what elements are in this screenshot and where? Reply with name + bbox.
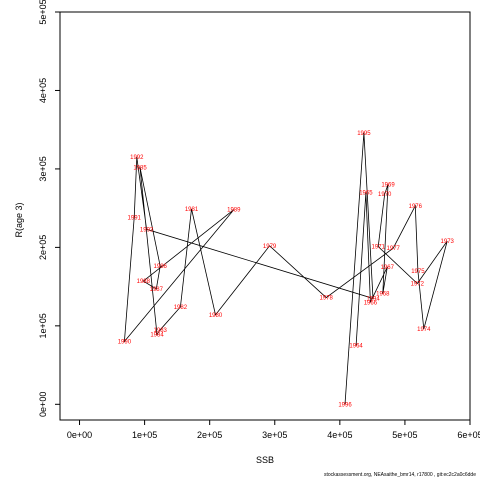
plot-box <box>59 11 471 421</box>
x-tick-label: 5e+05 <box>392 430 417 440</box>
y-tick-label: 2e+05 <box>38 235 48 260</box>
point-label-1992: 1992 <box>130 155 144 161</box>
x-tick-label: 0e+00 <box>67 430 92 440</box>
point-label-1985: 1985 <box>133 165 147 171</box>
x-axis-label: SSB <box>256 455 274 465</box>
point-label-1993: 1993 <box>140 227 154 233</box>
y-tick-label: 0e+00 <box>38 392 48 417</box>
x-tick-label: 6e+05 <box>457 430 480 440</box>
point-label-1983: 1983 <box>154 328 168 334</box>
x-tick-label: 3e+05 <box>262 430 287 440</box>
x-axis: 0e+00 1e+05 2e+05 3e+05 4e+05 5e+05 6e+05 <box>67 420 480 440</box>
y-tick-label: 4e+05 <box>38 78 48 103</box>
y-tick-label: 5e+05 <box>38 0 48 25</box>
y-axis-label: R(age 3) <box>14 202 24 237</box>
point-label-1976: 1976 <box>409 204 423 210</box>
point-label-1973: 1973 <box>441 239 455 245</box>
point-label-1984: 1984 <box>150 333 164 339</box>
point-label-1996: 1996 <box>338 402 352 408</box>
y-axis: 0e+00 1e+05 2e+05 3e+05 4e+05 5e+05 <box>38 0 60 417</box>
point-label-1986: 1986 <box>154 264 168 270</box>
point-label-1978: 1978 <box>320 296 334 302</box>
point-labels: 1964 1965 1966 1967 1968 1969 1970 1971 1972 1973… <box>118 131 455 408</box>
point-label-1968: 1968 <box>376 292 390 298</box>
point-label-1971: 1971 <box>372 245 386 251</box>
point-label-1970: 1970 <box>378 192 392 198</box>
point-label-1990: 1990 <box>118 340 132 346</box>
point-label-1974: 1974 <box>417 327 431 333</box>
point-label-1980: 1980 <box>209 313 223 319</box>
footer-text: stockassessment.org, NEAsaithe_bmr14, r1… <box>323 472 476 478</box>
point-label-1994: 1994 <box>366 296 380 302</box>
x-tick-label: 4e+05 <box>327 430 352 440</box>
point-label-1965: 1965 <box>359 191 373 197</box>
point-label-1977: 1977 <box>387 246 401 252</box>
point-label-1967: 1967 <box>381 265 395 271</box>
point-label-1969: 1969 <box>381 183 395 189</box>
point-label-1979: 1979 <box>263 244 277 250</box>
point-label-1989: 1989 <box>227 208 241 214</box>
x-tick-label: 1e+05 <box>132 430 157 440</box>
point-label-1964: 1964 <box>349 344 363 350</box>
point-label-1972: 1972 <box>411 282 425 288</box>
point-label-1995: 1995 <box>357 131 371 137</box>
series-path <box>123 132 448 405</box>
point-label-1966: 1966 <box>364 300 378 306</box>
y-tick-label: 1e+05 <box>38 313 48 338</box>
x-tick-label: 2e+05 <box>197 430 222 440</box>
y-tick-label: 3e+05 <box>38 156 48 181</box>
point-label-1987: 1987 <box>150 287 164 293</box>
point-label-1982: 1982 <box>174 305 188 311</box>
point-label-1975: 1975 <box>411 269 425 275</box>
point-label-1981: 1981 <box>185 207 199 213</box>
point-label-1991: 1991 <box>128 216 142 222</box>
stock-recruit-line <box>123 132 448 405</box>
point-label-1988: 1988 <box>137 279 151 285</box>
